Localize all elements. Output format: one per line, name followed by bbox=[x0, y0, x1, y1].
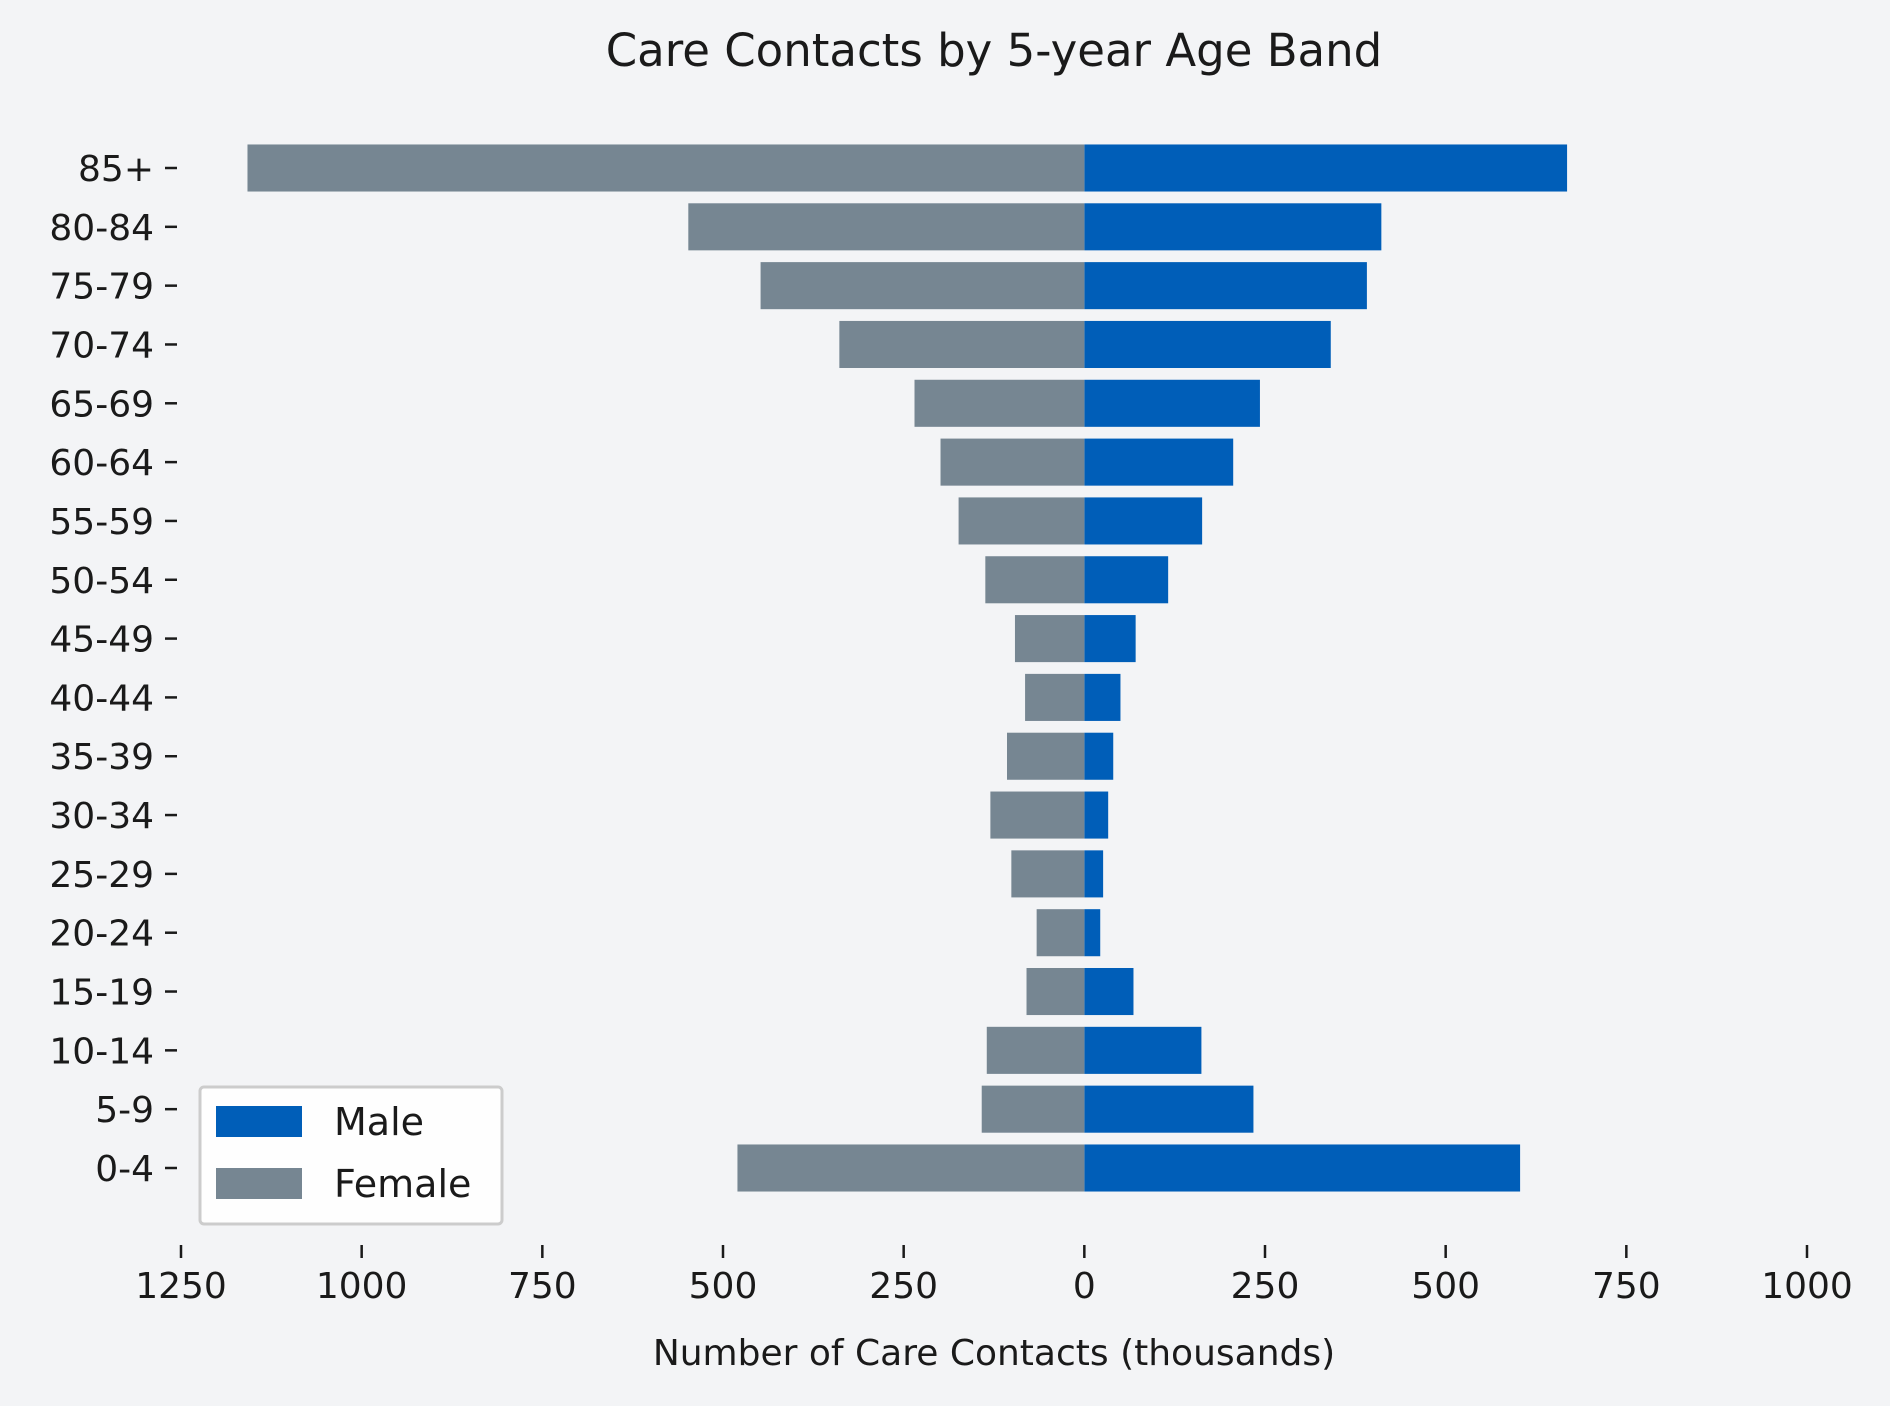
y-tick-label: 0-4 bbox=[95, 1149, 154, 1190]
legend: Male Female bbox=[198, 1085, 504, 1226]
x-tick-label: 1000 bbox=[1761, 1266, 1853, 1307]
bar-male-80-84 bbox=[1084, 203, 1382, 251]
bar-male-40-44 bbox=[1084, 673, 1121, 721]
bar-female-5-9 bbox=[981, 1085, 1085, 1133]
bar-male-35-39 bbox=[1084, 732, 1114, 780]
y-tick-label: 60-64 bbox=[49, 443, 154, 484]
bar-female-70-74 bbox=[839, 320, 1085, 368]
bar-female-50-54 bbox=[985, 556, 1085, 604]
bar-male-25-29 bbox=[1084, 850, 1104, 898]
y-tick-label: 10-14 bbox=[49, 1031, 154, 1072]
y-tick-label: 70-74 bbox=[49, 325, 154, 366]
bar-female-35-39 bbox=[1007, 732, 1085, 780]
bar-female-45-49 bbox=[1014, 615, 1085, 663]
bar-female-10-14 bbox=[986, 1026, 1085, 1074]
bar-male-50-54 bbox=[1084, 556, 1169, 604]
bar-female-55-59 bbox=[958, 497, 1085, 545]
y-tick-label: 55-59 bbox=[49, 502, 154, 543]
bar-female-15-19 bbox=[1026, 968, 1085, 1016]
bar-female-30-34 bbox=[990, 791, 1085, 839]
bar-female-40-44 bbox=[1025, 673, 1085, 721]
bar-female-0-4 bbox=[737, 1144, 1085, 1192]
legend-swatch-male bbox=[216, 1106, 302, 1137]
chart-title: Care Contacts by 5-year Age Band bbox=[606, 24, 1382, 77]
bar-male-5-9 bbox=[1084, 1085, 1254, 1133]
y-tick-label: 15-19 bbox=[49, 973, 154, 1014]
y-tick-label: 35-39 bbox=[49, 737, 154, 778]
y-tick-label: 30-34 bbox=[49, 796, 154, 837]
x-tick-label: 1250 bbox=[135, 1266, 227, 1307]
legend-swatch-female bbox=[216, 1168, 302, 1199]
bar-male-75-79 bbox=[1084, 262, 1367, 310]
bar-male-20-24 bbox=[1084, 909, 1101, 957]
bars-group bbox=[247, 144, 1568, 1192]
bar-female-65-69 bbox=[914, 379, 1085, 427]
x-tick-label: 500 bbox=[1411, 1266, 1480, 1307]
bar-female-75-79 bbox=[760, 262, 1085, 310]
bar-male-10-14 bbox=[1084, 1026, 1202, 1074]
x-tick-label: 250 bbox=[869, 1266, 938, 1307]
y-tick-label: 75-79 bbox=[49, 267, 154, 308]
y-tick-label: 25-29 bbox=[49, 855, 154, 896]
bar-male-60-64 bbox=[1084, 438, 1234, 486]
bar-female-60-64 bbox=[940, 438, 1085, 486]
bar-male-30-34 bbox=[1084, 791, 1109, 839]
y-tick-label: 65-69 bbox=[49, 384, 154, 425]
x-tick-label: 1000 bbox=[316, 1266, 408, 1307]
y-tick-label: 5-9 bbox=[95, 1090, 154, 1131]
bar-female-80-84 bbox=[688, 203, 1085, 251]
y-tick-label: 40-44 bbox=[49, 678, 154, 719]
x-tick-label: 750 bbox=[1592, 1266, 1661, 1307]
y-tick-label: 85+ bbox=[78, 149, 154, 190]
bar-male-70-74 bbox=[1084, 320, 1331, 368]
x-tick-label: 250 bbox=[1231, 1266, 1300, 1307]
legend-label-male: Male bbox=[334, 1100, 424, 1144]
y-tick-label: 45-49 bbox=[49, 620, 154, 661]
x-tick-label: 500 bbox=[689, 1266, 758, 1307]
bar-male-55-59 bbox=[1084, 497, 1203, 545]
y-tick-label: 20-24 bbox=[49, 914, 154, 955]
y-tick-label: 80-84 bbox=[49, 208, 154, 249]
legend-label-female: Female bbox=[334, 1162, 471, 1206]
bar-female-20-24 bbox=[1036, 909, 1085, 957]
y-tick-label: 50-54 bbox=[49, 561, 154, 602]
y-axis: 0-4 5-9 10-14 15-19 20-24 25-29 30-34 35-39 40-4… bbox=[49, 149, 177, 1190]
x-axis-label: Number of Care Contacts (thousands) bbox=[653, 1333, 1335, 1374]
bar-male-15-19 bbox=[1084, 968, 1134, 1016]
x-tick-label: 750 bbox=[508, 1266, 577, 1307]
bar-female-25-29 bbox=[1011, 850, 1085, 898]
x-tick-label: 0 bbox=[1073, 1266, 1096, 1307]
bar-male-45-49 bbox=[1084, 615, 1136, 663]
bar-female-85+ bbox=[247, 144, 1085, 192]
bar-male-0-4 bbox=[1084, 1144, 1521, 1192]
bar-male-65-69 bbox=[1084, 379, 1260, 427]
bar-male-85+ bbox=[1084, 144, 1568, 192]
x-axis: 1250 1000 750 500 250 0 250 500 750 1000 bbox=[135, 1245, 1853, 1307]
